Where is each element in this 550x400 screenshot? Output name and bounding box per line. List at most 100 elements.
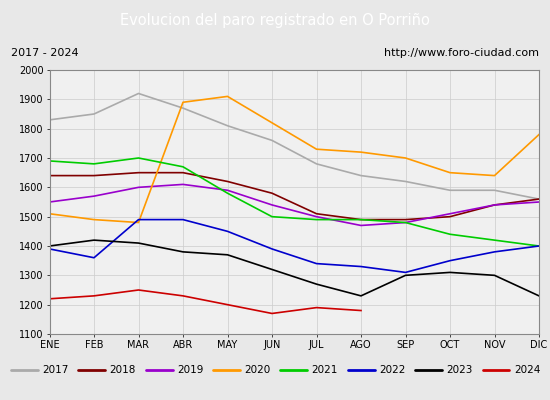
2020 (91, 217, 97, 222)
2018 (135, 170, 142, 175)
2020 (358, 150, 364, 154)
Text: 2017 - 2024: 2017 - 2024 (11, 48, 79, 58)
2023 (91, 238, 97, 242)
2017 (447, 188, 453, 193)
2020 (269, 120, 276, 125)
2019 (224, 188, 231, 193)
Line: 2021: 2021 (50, 158, 539, 246)
2018 (313, 211, 320, 216)
2021 (313, 217, 320, 222)
2022 (358, 264, 364, 269)
2023 (491, 273, 498, 278)
2017 (536, 197, 542, 202)
2019 (491, 202, 498, 207)
2019 (358, 223, 364, 228)
2019 (313, 214, 320, 219)
2017 (402, 179, 409, 184)
Text: 2024: 2024 (514, 365, 540, 375)
2022 (269, 246, 276, 251)
2024 (135, 288, 142, 292)
2020 (135, 220, 142, 225)
Text: 2023: 2023 (447, 365, 473, 375)
2021 (135, 156, 142, 160)
2018 (91, 173, 97, 178)
2018 (224, 179, 231, 184)
2024 (180, 294, 186, 298)
2022 (313, 261, 320, 266)
2020 (402, 156, 409, 160)
Line: 2019: 2019 (50, 184, 539, 226)
Text: http://www.foro-ciudad.com: http://www.foro-ciudad.com (384, 48, 539, 58)
Text: 2020: 2020 (244, 365, 271, 375)
2022 (91, 255, 97, 260)
2017 (91, 112, 97, 116)
2024 (224, 302, 231, 307)
Line: 2020: 2020 (50, 96, 539, 222)
2017 (135, 91, 142, 96)
2021 (536, 244, 542, 248)
2019 (536, 200, 542, 204)
Text: 2017: 2017 (42, 365, 69, 375)
2024 (269, 311, 276, 316)
2018 (46, 173, 53, 178)
2020 (447, 170, 453, 175)
2021 (269, 214, 276, 219)
2019 (402, 220, 409, 225)
2017 (46, 118, 53, 122)
2017 (491, 188, 498, 193)
2024 (91, 294, 97, 298)
2022 (402, 270, 409, 275)
2021 (224, 191, 231, 196)
2023 (402, 273, 409, 278)
2020 (224, 94, 231, 99)
2020 (313, 147, 320, 152)
2017 (269, 138, 276, 143)
2022 (224, 229, 231, 234)
2018 (536, 197, 542, 202)
2020 (491, 173, 498, 178)
2018 (447, 214, 453, 219)
2021 (447, 232, 453, 237)
2021 (358, 217, 364, 222)
2019 (447, 211, 453, 216)
2021 (46, 158, 53, 163)
Text: 2021: 2021 (312, 365, 338, 375)
Text: 2019: 2019 (177, 365, 204, 375)
2022 (491, 250, 498, 254)
2023 (536, 294, 542, 298)
2021 (180, 164, 186, 169)
2023 (46, 244, 53, 248)
2020 (536, 132, 542, 137)
2020 (46, 211, 53, 216)
2024 (46, 296, 53, 301)
2018 (402, 217, 409, 222)
2019 (135, 185, 142, 190)
2024 (358, 308, 364, 313)
2017 (224, 123, 231, 128)
Line: 2022: 2022 (50, 220, 539, 272)
2023 (269, 267, 276, 272)
2022 (447, 258, 453, 263)
2024 (313, 305, 320, 310)
Line: 2017: 2017 (50, 94, 539, 199)
2017 (358, 173, 364, 178)
2021 (491, 238, 498, 242)
Line: 2023: 2023 (50, 240, 539, 296)
2023 (180, 250, 186, 254)
2021 (402, 220, 409, 225)
2023 (313, 282, 320, 286)
2018 (491, 202, 498, 207)
Line: 2018: 2018 (50, 173, 539, 220)
Text: Evolucion del paro registrado en O Porriño: Evolucion del paro registrado en O Porri… (120, 12, 430, 28)
2018 (180, 170, 186, 175)
2017 (180, 106, 186, 110)
2021 (91, 162, 97, 166)
2018 (358, 217, 364, 222)
2023 (135, 241, 142, 246)
2022 (180, 217, 186, 222)
2022 (536, 244, 542, 248)
2019 (46, 200, 53, 204)
2019 (269, 202, 276, 207)
2020 (180, 100, 186, 105)
2023 (224, 252, 231, 257)
